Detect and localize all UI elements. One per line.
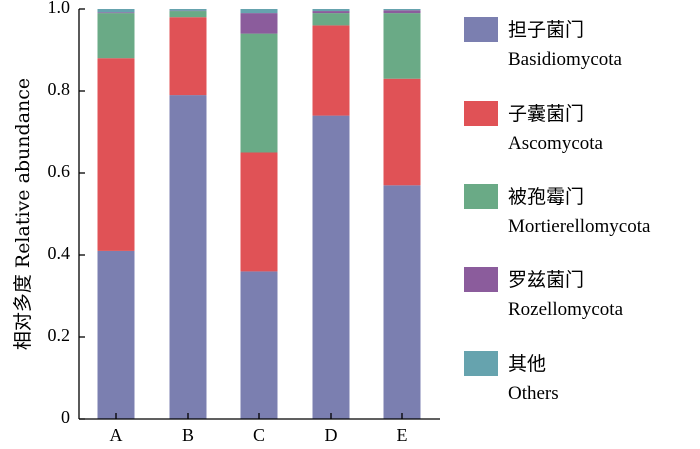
legend-label-en-3: Rozellomycota (508, 299, 624, 320)
bar-segment-A-1 (97, 58, 135, 251)
bar-segment-A-3 (97, 12, 135, 14)
bar-segment-D-0 (312, 115, 350, 419)
legend-label-cn-4: 其他 (508, 353, 546, 375)
legend-swatch-4 (464, 351, 498, 376)
bar-segment-E-0 (383, 185, 421, 419)
legend-swatch-0 (464, 17, 498, 42)
legend-label-cn-3: 罗兹菌门 (508, 269, 584, 291)
bar-segment-E-4 (383, 9, 421, 11)
legend-label-en-1: Ascomycota (508, 133, 604, 154)
x-tick-label-A: A (110, 425, 123, 445)
legend-swatch-1 (464, 101, 498, 126)
y-tick-label-0: 0 (61, 407, 70, 427)
legend-label-cn-1: 子囊菌门 (508, 103, 584, 125)
bars-layer (97, 9, 421, 419)
bar-segment-E-1 (383, 78, 421, 186)
y-tick-label-5: 1.0 (48, 0, 71, 17)
legend-label-en-4: Others (508, 383, 559, 404)
bar-segment-C-0 (240, 271, 278, 419)
bar-segment-C-3 (240, 13, 278, 34)
x-tick-label-D: D (325, 425, 338, 445)
y-tick-label-4: 0.8 (48, 79, 71, 99)
bar-segment-A-4 (97, 9, 135, 13)
bar-segment-A-2 (97, 13, 135, 59)
bar-segment-D-2 (312, 13, 350, 26)
bar-segment-C-4 (240, 9, 278, 14)
legend: 担子菌门 Basidiomycota 子囊菌门 Ascomycota 被孢霉门 Morti… (464, 17, 651, 404)
bar-segment-C-1 (240, 152, 278, 272)
legend-swatch-2 (464, 184, 498, 209)
bar-segment-D-3 (312, 11, 350, 14)
bar-segment-A-0 (97, 250, 135, 419)
axes-layer: 0 0.2 0.4 0.6 0.8 1.0 A B C D E (48, 0, 440, 445)
y-tick-label-3: 0.6 (48, 161, 71, 181)
legend-label-cn-0: 担子菌门 (508, 19, 584, 41)
legend-label-cn-2: 被孢霉门 (508, 186, 584, 208)
bar-segment-B-1 (169, 17, 207, 96)
bar-segment-D-4 (312, 9, 350, 12)
x-tick-label-B: B (182, 425, 194, 445)
x-tick-label-E: E (397, 425, 408, 445)
legend-swatch-3 (464, 267, 498, 292)
bar-segment-C-2 (240, 33, 278, 153)
y-axis-label: 相对多度 Relative abundance (12, 78, 34, 350)
y-tick-label-2: 0.4 (48, 243, 71, 263)
legend-label-en-2: Mortierellomycota (508, 216, 651, 237)
x-tick-label-C: C (253, 425, 265, 445)
bar-segment-B-4 (169, 9, 207, 11)
bar-segment-D-1 (312, 25, 350, 116)
y-tick-label-1: 0.2 (48, 325, 71, 345)
bar-segment-E-3 (383, 10, 421, 14)
bar-segment-B-2 (169, 11, 207, 18)
bar-segment-E-2 (383, 13, 421, 79)
bar-segment-B-0 (169, 95, 207, 419)
legend-label-en-0: Basidiomycota (508, 49, 623, 70)
